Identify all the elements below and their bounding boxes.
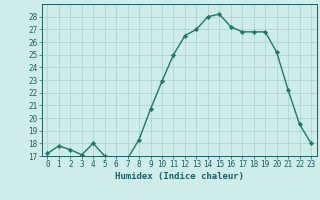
X-axis label: Humidex (Indice chaleur): Humidex (Indice chaleur) [115, 172, 244, 181]
